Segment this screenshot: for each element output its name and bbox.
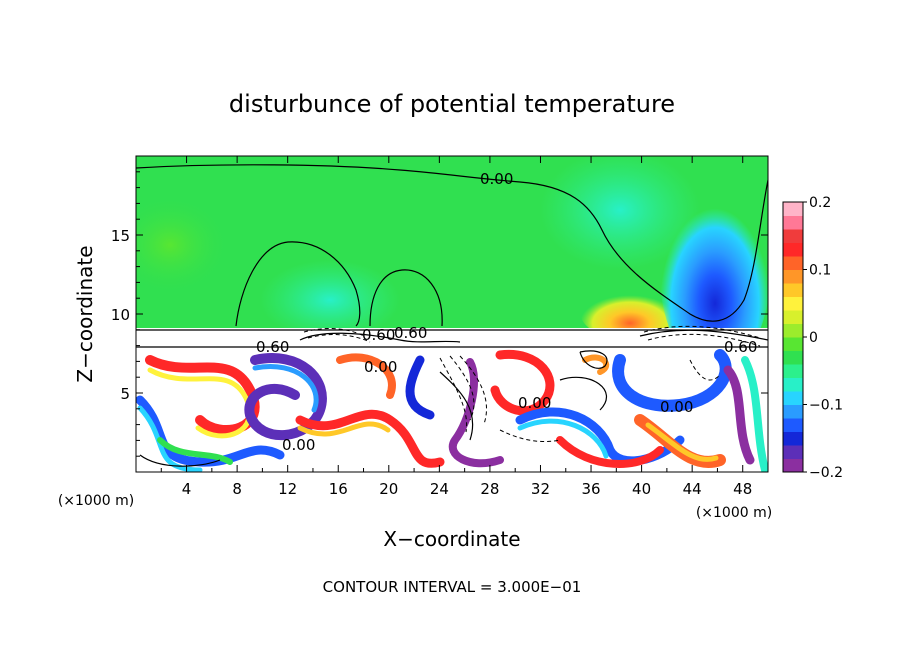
y-tick-label: 10 [111,306,130,324]
colorbar-swatch [783,310,803,324]
x-tick-label: 44 [683,480,702,498]
x-axis: 4 8 12 16 20 24 28 32 36 40 44 48 [160,156,752,498]
colorbar-swatch [783,296,803,311]
contour-label: 0.00 [364,358,397,376]
x-tick-label: 20 [379,480,398,498]
x-tick-label: 16 [329,480,348,498]
colorbar-swatch [783,458,803,473]
x-tick-label: 40 [632,480,651,498]
colorbar-swatch [783,431,803,446]
x-tick-label: 32 [531,480,550,498]
chart-title: disturbunce of potential temperature [229,90,675,118]
colorbar-swatch [783,445,803,459]
contour-label: 0.00 [282,436,315,454]
colorbar-swatch [783,364,803,378]
x-tick-label: 8 [232,480,242,498]
contour-label: 0.00 [480,170,513,188]
x-axis-label: X−coordinate [383,527,520,551]
colorbar-swatch [783,377,803,392]
colorbar-label: −0.2 [809,465,843,481]
upper-cold-blob [660,180,768,370]
colorbar-labels: 0.2 0.1 0 −0.1 −0.2 [803,195,843,481]
plot-area: 0.00 0.60 0.60 0.60 0.00 0.00 0.00 0.00 … [136,156,768,472]
x-tick-label: 12 [278,480,297,498]
x-tick-label: 28 [480,480,499,498]
colorbar-label: 0.1 [809,263,831,279]
contour-label: 0.00 [660,398,693,416]
contour-label: 0.00 [518,394,551,412]
y-tick-label: 15 [111,227,130,245]
colorbar-swatch [783,323,803,338]
x-tick-label: 24 [430,480,449,498]
x-unit-label: (×1000 m) [696,505,772,521]
colorbar-swatch [783,404,803,419]
upper-cyan-blob [260,260,400,340]
colorbar-swatch [783,269,803,284]
colorbar-swatch [783,215,803,230]
stable-layer [136,328,768,348]
colorbar-swatch [783,202,803,216]
colorbar-swatch [783,350,803,365]
colorbar-label: −0.1 [809,398,843,414]
y-unit-label: (×1000 m) [58,493,134,509]
contour-label: 0.60 [256,338,289,356]
contour-label: 0.60 [362,326,395,344]
colorbar-swatch [783,256,803,270]
colorbar-swatch [783,418,803,432]
upper-warm-blob-left [136,195,230,295]
contour-label-group: 0.00 0.60 0.60 0.60 0.00 0.00 0.00 0.00 … [256,170,757,454]
contour-label: 0.60 [394,324,427,342]
colorbar-label: 0 [809,330,818,346]
y-axis: 5 10 15 [111,171,768,457]
contour-lines [136,164,768,467]
lower-eddies [136,349,768,472]
colorbar-swatch [783,242,803,257]
contour-label: 0.60 [724,338,757,356]
y-tick-label: 5 [120,385,130,403]
colorbar-swatch [783,283,803,297]
colorbar-swatch [783,337,803,351]
colorbar-swatch [783,391,803,405]
y-axis-label: Z−coordinate [73,245,97,382]
x-tick-label: 48 [733,480,752,498]
upper-cyan-blob-right [540,156,700,270]
x-tick-label: 4 [182,480,192,498]
colorbar-swatch [783,229,803,243]
colorbar [782,201,804,473]
dashed-contours [303,325,761,443]
contour-interval-note: CONTOUR INTERVAL = 3.000E−01 [323,578,582,596]
colorbar-label: 0.2 [809,195,831,211]
upper-warm-blob-right [580,284,680,340]
x-tick-label: 36 [581,480,600,498]
